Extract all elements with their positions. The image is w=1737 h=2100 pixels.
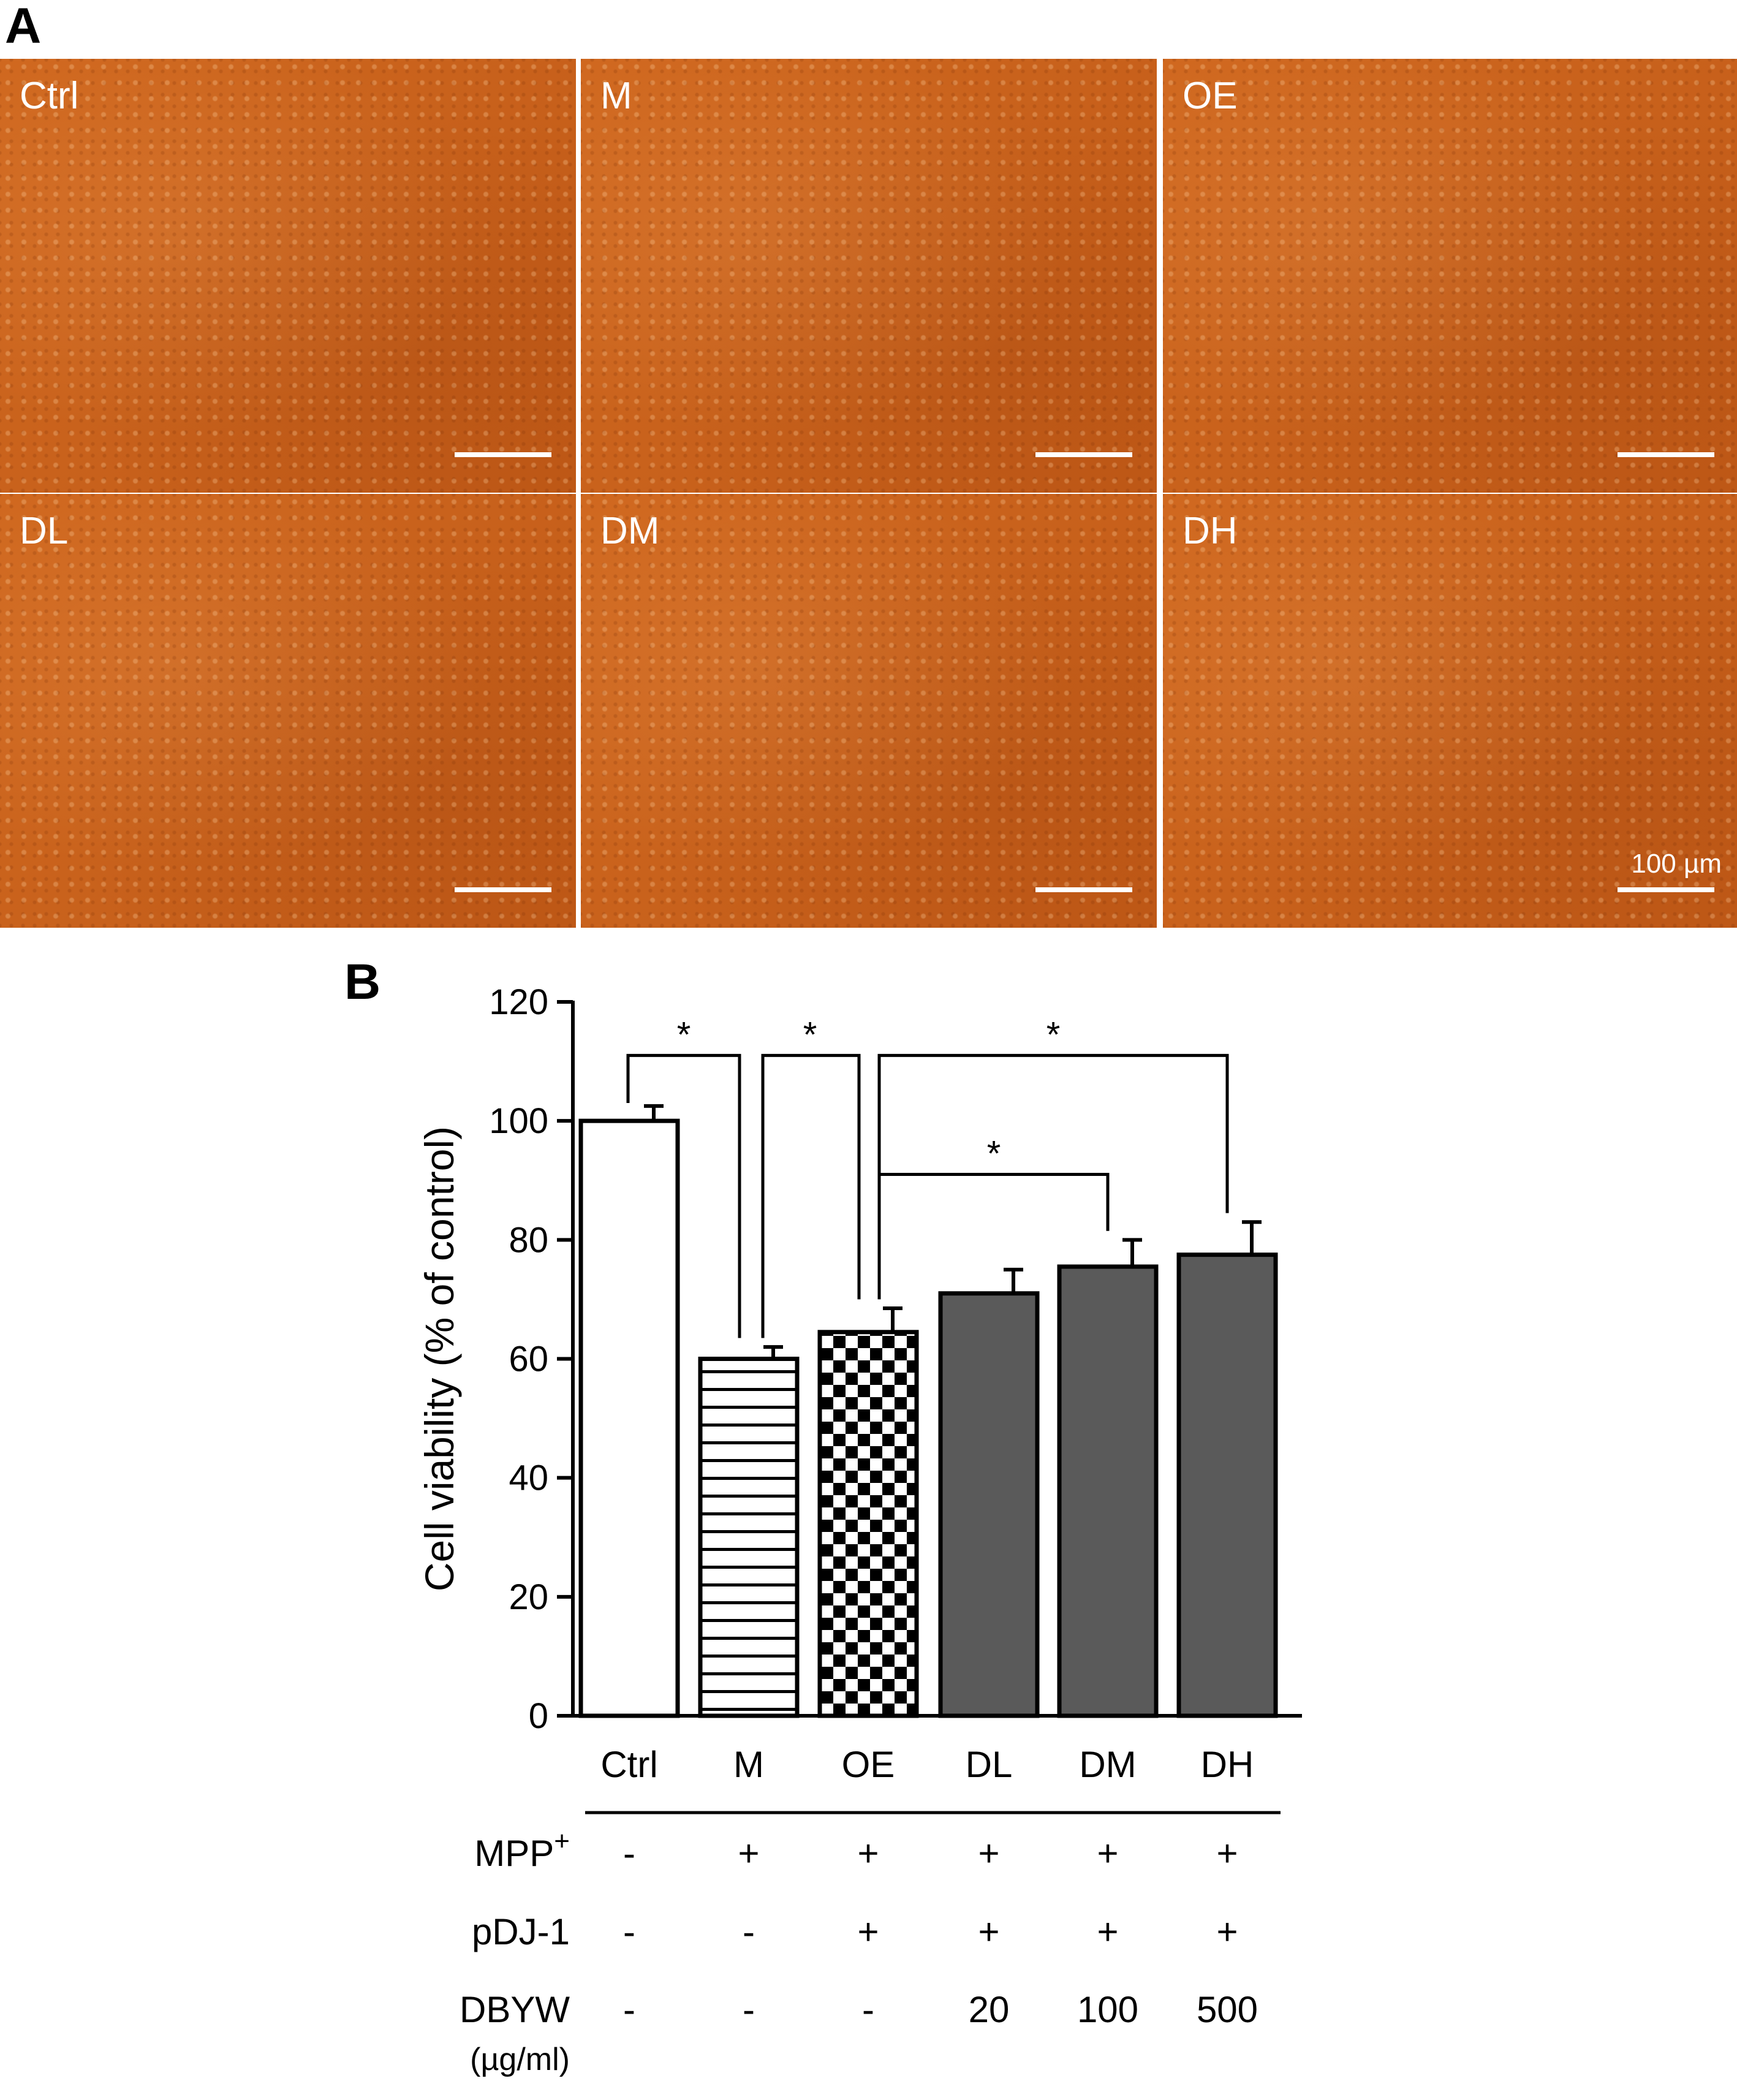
micrograph-label: DH [1183, 510, 1238, 552]
y-tick-label: 100 [489, 1101, 548, 1141]
scale-bar [1035, 887, 1132, 892]
bar-oe [817, 1330, 919, 1718]
treatment-value: - [862, 1989, 874, 2030]
x-tick-label: Ctrl [600, 1744, 657, 1785]
bar-dh [1176, 1253, 1278, 1718]
micrograph-dl: DL [0, 494, 576, 928]
treatment-value: 500 [1197, 1989, 1258, 2030]
treatment-value: + [978, 1911, 999, 1952]
cell-viability-chart: B 0 20 40 60 80 100 120 Cell viability (% of con… [344, 954, 1302, 2077]
scale-bar [1035, 452, 1132, 457]
significance-star: * [677, 1015, 691, 1055]
significance-star: * [1046, 1015, 1061, 1055]
micrograph-label: OE [1183, 75, 1238, 117]
panel-b-letter: B [344, 954, 380, 1010]
micrograph-label: DM [600, 510, 660, 552]
micrograph-oe: OE [1163, 59, 1737, 493]
treatment-row-label: DBYW [460, 1989, 570, 2030]
y-axis-label: Cell viability (% of control) [417, 1126, 462, 1591]
y-tick-label: 20 [509, 1577, 548, 1617]
treatment-value: + [1216, 1833, 1238, 1874]
y-tick-label: 80 [509, 1220, 548, 1260]
significance-bracket [879, 1173, 1110, 1231]
micrograph-dh: DH 100 µm [1163, 494, 1737, 928]
treatment-value: + [1097, 1833, 1118, 1874]
y-tick-label: 40 [509, 1458, 548, 1498]
scale-bar [455, 452, 551, 457]
significance-star: * [803, 1015, 817, 1055]
significance-bracket [877, 1053, 1229, 1300]
treatment-value: 20 [969, 1989, 1010, 2030]
y-tick-label: 60 [509, 1340, 548, 1379]
treatment-value: + [1097, 1911, 1118, 1952]
treatment-value: - [743, 1989, 755, 2030]
micrograph-m: M [581, 59, 1157, 493]
scale-bar [455, 887, 551, 892]
scale-bar [1618, 452, 1714, 457]
micrograph-ctrl: Ctrl [0, 59, 576, 493]
x-tick-label: DH [1201, 1744, 1254, 1785]
x-tick-label: DM [1079, 1744, 1136, 1785]
treatment-value: + [857, 1833, 879, 1874]
treatment-value: + [1216, 1911, 1238, 1952]
scale-bar-label: 100 µm [1631, 849, 1722, 879]
significance-star: * [987, 1134, 1001, 1174]
significance-bracket [626, 1053, 741, 1338]
micrograph-dm: DM [581, 494, 1157, 928]
treatment-value: - [623, 1911, 635, 1952]
panel-a-letter: A [5, 0, 42, 54]
bar-dm [1057, 1264, 1159, 1718]
scale-bar [1618, 887, 1714, 892]
treatment-value: - [743, 1911, 755, 1952]
micrograph-label: M [600, 75, 632, 117]
significance-bracket [761, 1053, 861, 1338]
x-tick-label: M [733, 1744, 764, 1785]
treatment-value: - [623, 1833, 635, 1874]
treatment-value: - [623, 1989, 635, 2030]
bar-m [698, 1357, 800, 1718]
bar-ctrl [578, 1118, 680, 1718]
bar-dl [938, 1291, 1040, 1718]
micrograph-label: DL [20, 510, 69, 552]
treatment-row-label: MPP+ [474, 1826, 570, 1874]
treatment-unit-label: (µg/ml) [470, 2042, 570, 2077]
micrograph-label: Ctrl [20, 75, 79, 117]
treatment-row-label: pDJ-1 [472, 1911, 570, 1952]
treatment-value: 100 [1077, 1989, 1138, 2030]
treatment-value: + [978, 1833, 999, 1874]
treatment-value: + [738, 1833, 759, 1874]
y-tick-label: 120 [489, 982, 548, 1022]
y-tick-label: 0 [529, 1696, 548, 1736]
x-tick-label: OE [842, 1744, 895, 1785]
x-tick-label: DL [966, 1744, 1013, 1785]
treatment-value: + [857, 1911, 879, 1952]
